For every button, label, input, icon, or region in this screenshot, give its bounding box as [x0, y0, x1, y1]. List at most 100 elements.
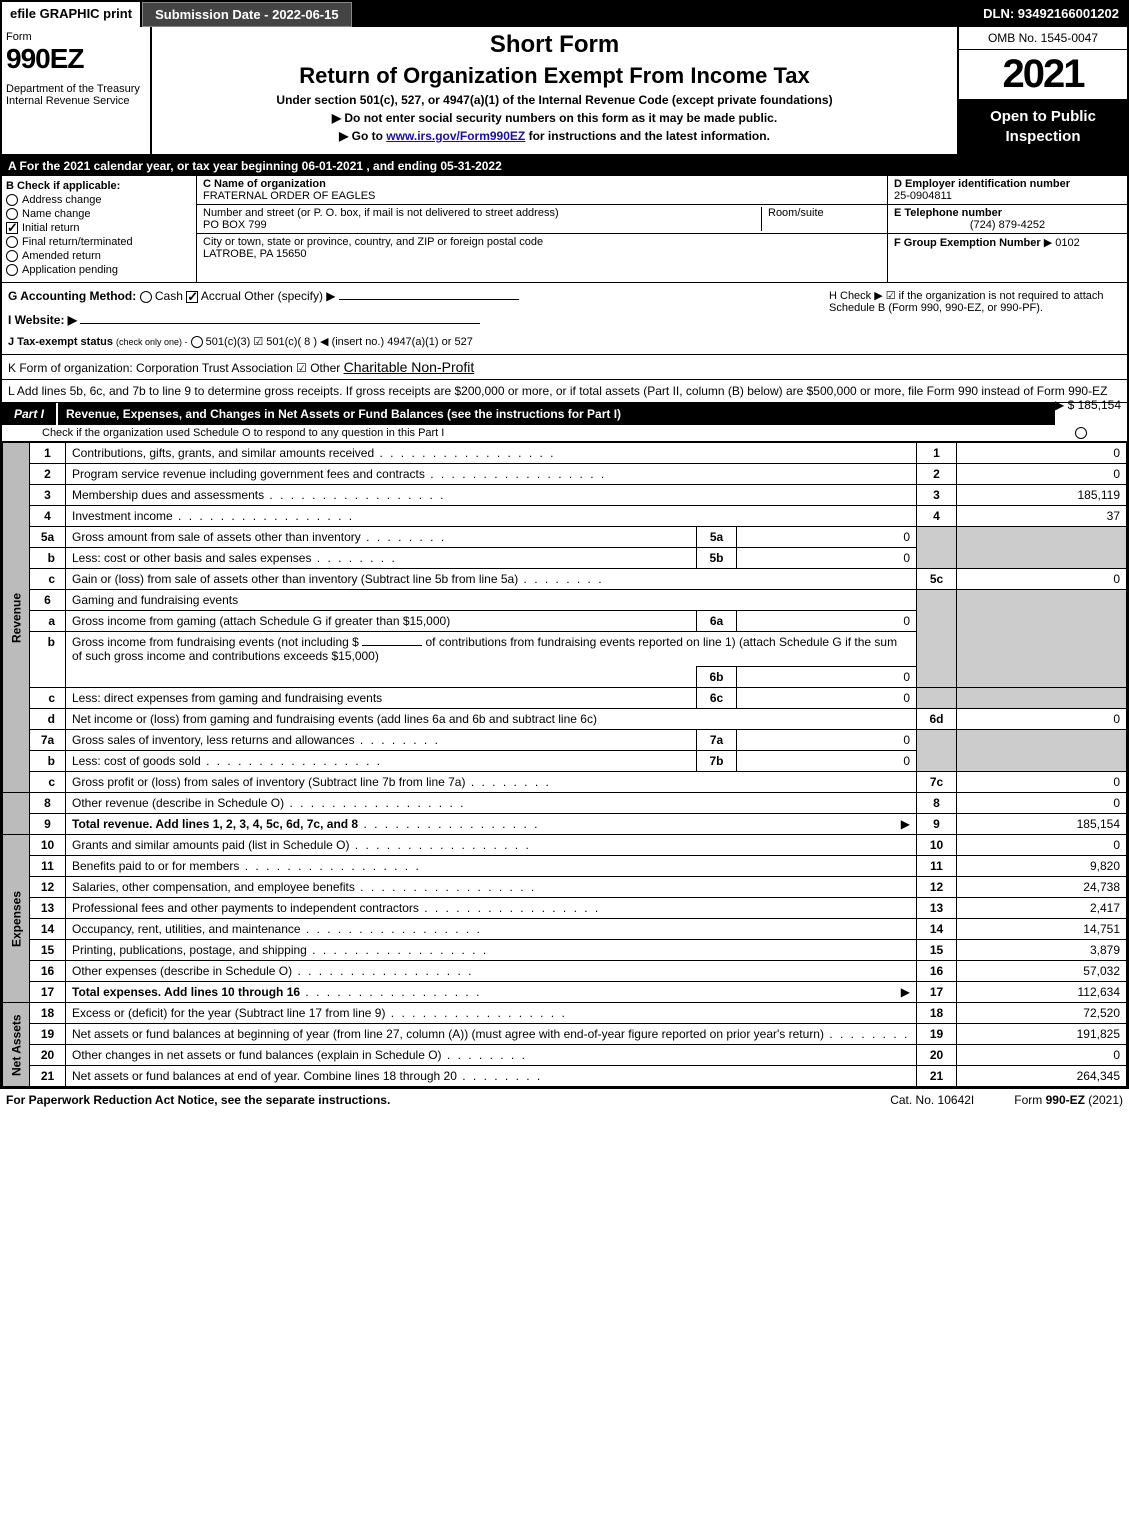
checkbox-icon — [6, 236, 18, 248]
section-g: G Accounting Method: Cash Accrual Other … — [8, 289, 821, 303]
section-a: A For the 2021 calendar year, or tax yea… — [2, 156, 1127, 176]
line-col-num: 7c — [917, 772, 957, 793]
chk-final-return[interactable]: Final return/terminated — [6, 236, 192, 248]
subtitle-2: ▶ Do not enter social security numbers o… — [160, 111, 949, 125]
radio-accrual[interactable] — [186, 291, 198, 303]
line-desc: Gross income from fundraising events (no… — [66, 632, 917, 667]
desc-text: Printing, publications, postage, and shi… — [72, 943, 307, 957]
radio-501c3[interactable] — [191, 336, 203, 348]
line-col-num: 10 — [917, 835, 957, 856]
checkbox-icon — [6, 194, 18, 206]
section-b-head: B Check if applicable: — [6, 180, 192, 192]
header-row: Form 990EZ Department of the Treasury In… — [2, 27, 1127, 156]
dots — [425, 467, 606, 481]
line-num: 10 — [30, 835, 66, 856]
financial-table: Revenue 1 Contributions, gifts, grants, … — [2, 442, 1127, 1087]
g-other: Other (specify) ▶ — [244, 289, 335, 303]
g-cash: Cash — [155, 289, 183, 303]
table-row: 15 Printing, publications, postage, and … — [3, 940, 1127, 961]
line-num: 1 — [30, 443, 66, 464]
chk-amended-return[interactable]: Amended return — [6, 250, 192, 262]
city-label: City or town, state or province, country… — [203, 236, 881, 248]
top-bar: efile GRAPHIC print Submission Date - 20… — [2, 2, 1127, 27]
shade-cell — [917, 527, 957, 569]
submission-date-badge: Submission Date - 2022-06-15 — [142, 2, 352, 27]
city-value: LATROBE, PA 15650 — [203, 248, 881, 260]
blank-input[interactable] — [362, 645, 422, 646]
line-desc: Grants and similar amounts paid (list in… — [66, 835, 917, 856]
part-1-header: Part I Revenue, Expenses, and Changes in… — [2, 403, 1055, 425]
chk-name-change[interactable]: Name change — [6, 208, 192, 220]
dots — [358, 817, 539, 831]
g-accrual: Accrual — [201, 289, 241, 303]
sub-num: 5b — [697, 548, 737, 569]
desc-text: Less: cost of goods sold — [72, 754, 201, 768]
line-num: 7a — [30, 730, 66, 751]
desc-text: Total revenue. Add lines 1, 2, 3, 4, 5c,… — [72, 817, 358, 831]
dots — [355, 880, 536, 894]
chk-label: Name change — [22, 208, 91, 220]
g-other-input[interactable] — [339, 299, 519, 300]
line-col-num: 12 — [917, 877, 957, 898]
arrow-icon: ▶ — [901, 985, 910, 999]
g-label: G Accounting Method: — [8, 289, 136, 303]
footer-right-post: (2021) — [1085, 1093, 1123, 1107]
desc-text: Gross sales of inventory, less returns a… — [72, 733, 355, 747]
chk-initial-return[interactable]: Initial return — [6, 222, 192, 234]
table-row: 20 Other changes in net assets or fund b… — [3, 1045, 1127, 1066]
line-num: 20 — [30, 1045, 66, 1066]
radio-cash[interactable] — [140, 291, 152, 303]
section-h: H Check ▶ ☑ if the organization is not r… — [821, 289, 1121, 348]
shade-cell — [957, 527, 1127, 569]
table-row: 13 Professional fees and other payments … — [3, 898, 1127, 919]
line-col-num: 4 — [917, 506, 957, 527]
d-value: 25-0904811 — [894, 190, 1121, 202]
line-num: 12 — [30, 877, 66, 898]
j-label: J Tax-exempt status — [8, 336, 113, 348]
chk-application-pending[interactable]: Application pending — [6, 264, 192, 276]
desc-text: Net assets or fund balances at beginning… — [72, 1027, 824, 1041]
part-1-title: Revenue, Expenses, and Changes in Net As… — [58, 403, 1055, 425]
table-row: Revenue 1 Contributions, gifts, grants, … — [3, 443, 1127, 464]
line-num: 9 — [30, 814, 66, 835]
schedule-o-checkbox[interactable] — [1075, 427, 1087, 439]
section-j: J Tax-exempt status (check only one) - 5… — [8, 335, 821, 348]
line-value: 185,154 — [957, 814, 1127, 835]
dots — [264, 488, 445, 502]
table-row: 21 Net assets or fund balances at end of… — [3, 1066, 1127, 1087]
line-value: 0 — [957, 1045, 1127, 1066]
efile-print-button[interactable]: efile GRAPHIC print — [2, 2, 142, 27]
chk-address-change[interactable]: Address change — [6, 194, 192, 206]
checkbox-icon — [6, 264, 18, 276]
irs-link[interactable]: www.irs.gov/Form990EZ — [386, 129, 525, 143]
line-num: 17 — [30, 982, 66, 1003]
section-k: K Form of organization: Corporation Trus… — [2, 355, 1127, 380]
dots — [385, 1006, 566, 1020]
shade-cell — [917, 730, 957, 772]
line-num: 2 — [30, 464, 66, 485]
desc-text: Benefits paid to or for members — [72, 859, 239, 873]
shade-cell — [957, 730, 1127, 772]
line-value: 3,879 — [957, 940, 1127, 961]
line-num: 14 — [30, 919, 66, 940]
line-desc: Other revenue (describe in Schedule O) — [66, 793, 917, 814]
line-num: b — [30, 548, 66, 569]
f-value: ▶ 0102 — [1044, 237, 1080, 249]
topbar-spacer — [352, 2, 976, 27]
header-right: OMB No. 1545-0047 2021 Open to Public In… — [957, 27, 1127, 154]
e-value: (724) 879-4252 — [894, 219, 1121, 231]
website-input[interactable] — [80, 323, 480, 324]
line-num: b — [30, 751, 66, 772]
open-public-badge: Open to Public Inspection — [959, 99, 1127, 154]
line-desc: Benefits paid to or for members — [66, 856, 917, 877]
line-col-num: 1 — [917, 443, 957, 464]
line-num: 11 — [30, 856, 66, 877]
line-num: b — [30, 632, 66, 688]
expenses-side-label: Expenses — [3, 835, 30, 1003]
line-col-num: 8 — [917, 793, 957, 814]
desc-text: Contributions, gifts, grants, and simila… — [72, 446, 374, 460]
dots — [442, 1048, 527, 1062]
dots — [824, 1027, 909, 1041]
line-desc: Investment income — [66, 506, 917, 527]
desc-text: Occupancy, rent, utilities, and maintena… — [72, 922, 301, 936]
